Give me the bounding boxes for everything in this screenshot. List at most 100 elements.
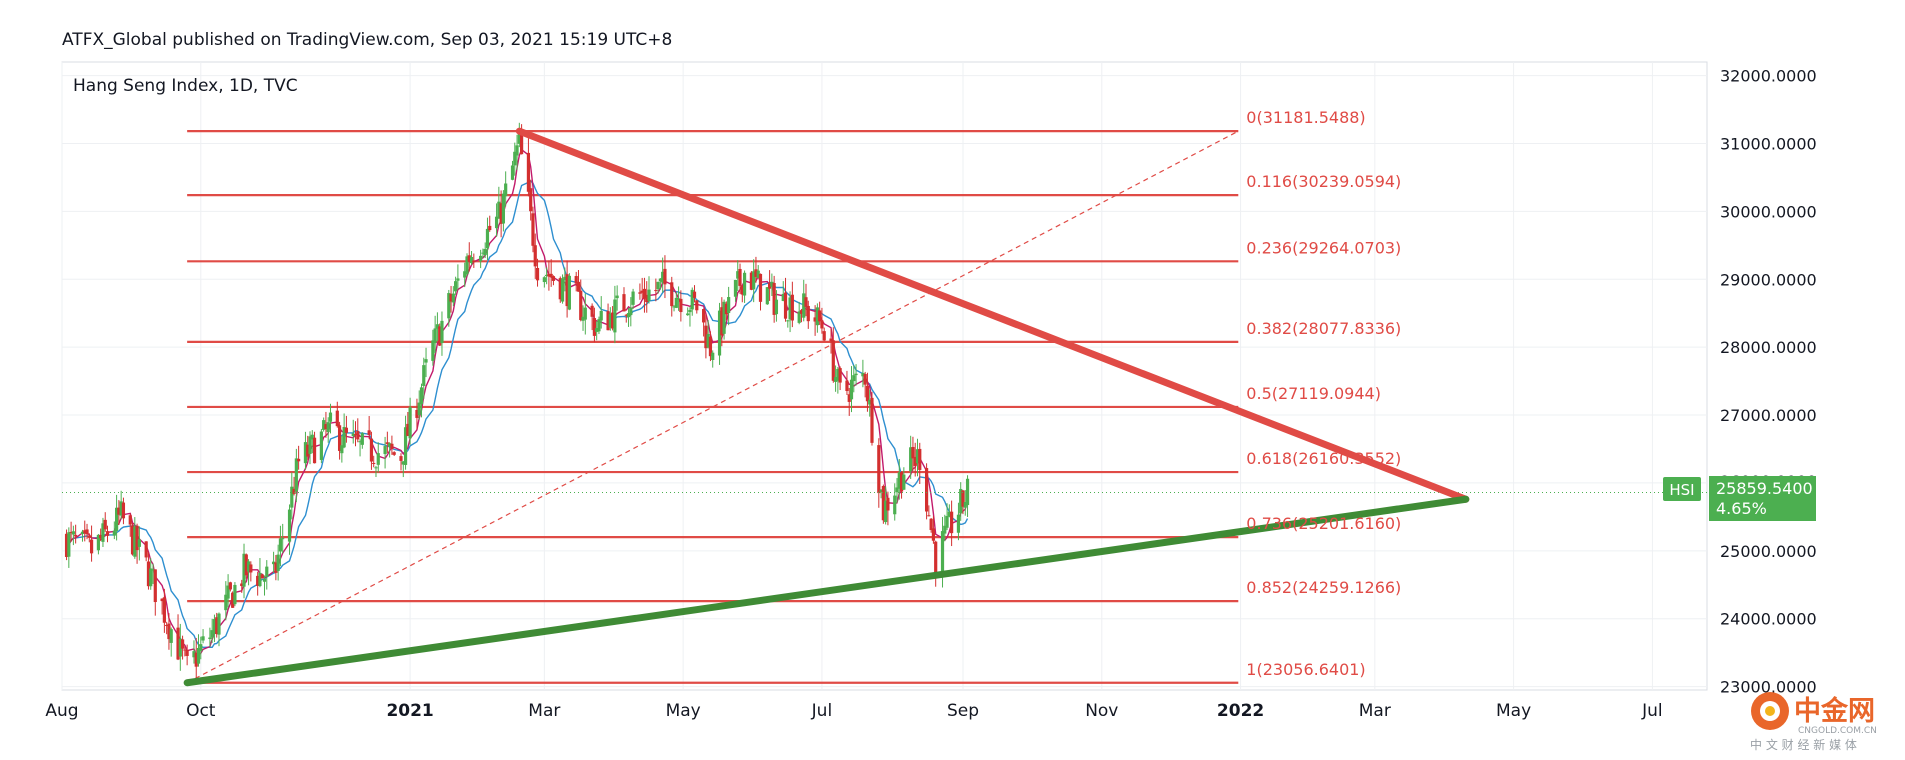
candle-body: [940, 531, 945, 573]
candle-body: [854, 373, 858, 376]
candle-body: [117, 507, 121, 515]
candle-body: [865, 385, 870, 402]
candle-body: [656, 281, 660, 290]
candle-body: [724, 303, 728, 315]
candle-body: [670, 282, 674, 307]
candle-body: [708, 336, 713, 357]
candle-body: [499, 203, 503, 224]
candle-body: [884, 500, 888, 523]
candle-body: [720, 307, 724, 336]
candle-body: [390, 443, 394, 450]
chart-title: Hang Seng Index, 1D, TVC: [73, 76, 298, 96]
candle-body: [783, 292, 788, 319]
candle-body: [645, 294, 649, 303]
candle-body: [308, 436, 312, 454]
last-price-value: 25859.5400: [1716, 479, 1813, 498]
candle-body: [463, 271, 467, 278]
candle-body: [672, 306, 676, 308]
fibonacci-labels: 0(31181.5488) 0.116(30239.0594) 0.236(2926…: [1246, 108, 1401, 679]
candle-body: [799, 310, 804, 314]
candle-body: [642, 288, 647, 299]
candle-body: [121, 502, 126, 519]
candle-body: [180, 639, 185, 649]
candle-body: [469, 256, 474, 264]
candle-body: [581, 316, 585, 321]
candle-body: [376, 453, 380, 465]
candle-body: [401, 461, 405, 465]
candle-body: [454, 281, 458, 292]
candle-body: [472, 260, 476, 263]
time-axis-tick: May: [1496, 701, 1531, 721]
fib-level-label: 1(23056.6401): [1246, 660, 1365, 679]
candle-body: [160, 598, 164, 602]
price-axis-tick: 31000.0000: [1720, 134, 1817, 153]
candle-body: [786, 320, 790, 322]
candle-body: [303, 442, 308, 464]
time-axis-tick: Jul: [811, 701, 833, 721]
time-axis-tick: 2021: [386, 701, 433, 721]
candle-body: [913, 456, 917, 466]
candle-body: [861, 372, 865, 377]
candle-body: [879, 489, 883, 493]
candle-body: [233, 584, 237, 605]
candle-body: [183, 649, 187, 651]
candle-body: [774, 299, 779, 315]
candle-body: [813, 317, 817, 322]
candle-body: [615, 295, 619, 299]
candle-body: [927, 515, 931, 517]
candle-body: [818, 310, 822, 322]
candle-body: [847, 394, 851, 402]
candle-body: [433, 328, 437, 344]
candle-body: [765, 287, 769, 305]
candle-body: [679, 298, 683, 313]
candle-body: [797, 311, 801, 323]
candle-body: [733, 279, 738, 297]
candle-body: [406, 423, 410, 436]
candle-body: [836, 369, 840, 381]
candle-body: [340, 445, 344, 454]
candle-body: [956, 514, 961, 533]
candle-body: [758, 273, 763, 302]
price-axis-tick: 32000.0000: [1720, 67, 1817, 86]
candle-body: [479, 255, 483, 262]
candle-body: [688, 309, 692, 313]
candle-body: [374, 467, 378, 469]
candle-body: [638, 292, 642, 294]
candle-body: [256, 575, 260, 586]
candle-body: [246, 561, 251, 572]
candle-body: [963, 502, 967, 508]
candle-body: [558, 278, 562, 300]
time-axis-tick: Oct: [186, 701, 216, 721]
candle-body: [918, 448, 922, 470]
candle-body: [87, 535, 91, 538]
candle-body: [549, 273, 553, 278]
fib-level-label: 0.852(24259.1266): [1246, 578, 1401, 597]
candle-body: [399, 456, 403, 461]
candle-body: [431, 340, 435, 361]
grid: [61, 62, 1707, 690]
fib-level-label: 0.736(25201.6160): [1246, 514, 1401, 533]
candle-body: [613, 299, 617, 333]
candle-body: [258, 572, 262, 587]
candle-body: [517, 131, 521, 144]
candle-body: [902, 474, 906, 490]
candle-body: [576, 281, 581, 292]
candle-body: [105, 531, 110, 536]
candle-body: [208, 637, 212, 640]
candle-body: [228, 582, 232, 590]
candle-body: [647, 289, 651, 301]
candle-body: [103, 519, 107, 530]
candle-body: [629, 307, 633, 316]
time-axis-tick: 2022: [1217, 701, 1264, 721]
candle-body: [119, 501, 123, 516]
candle-body: [897, 472, 901, 489]
candle-body: [149, 568, 153, 587]
candle-body: [567, 275, 571, 310]
candle-body: [626, 313, 631, 318]
cngold-logo-core: [1765, 706, 1775, 716]
candle-body: [217, 613, 221, 635]
candle-body: [754, 269, 758, 277]
price-axis-tick: 28000.0000: [1720, 338, 1817, 357]
candle-body: [135, 525, 139, 551]
candle-body: [287, 509, 292, 542]
